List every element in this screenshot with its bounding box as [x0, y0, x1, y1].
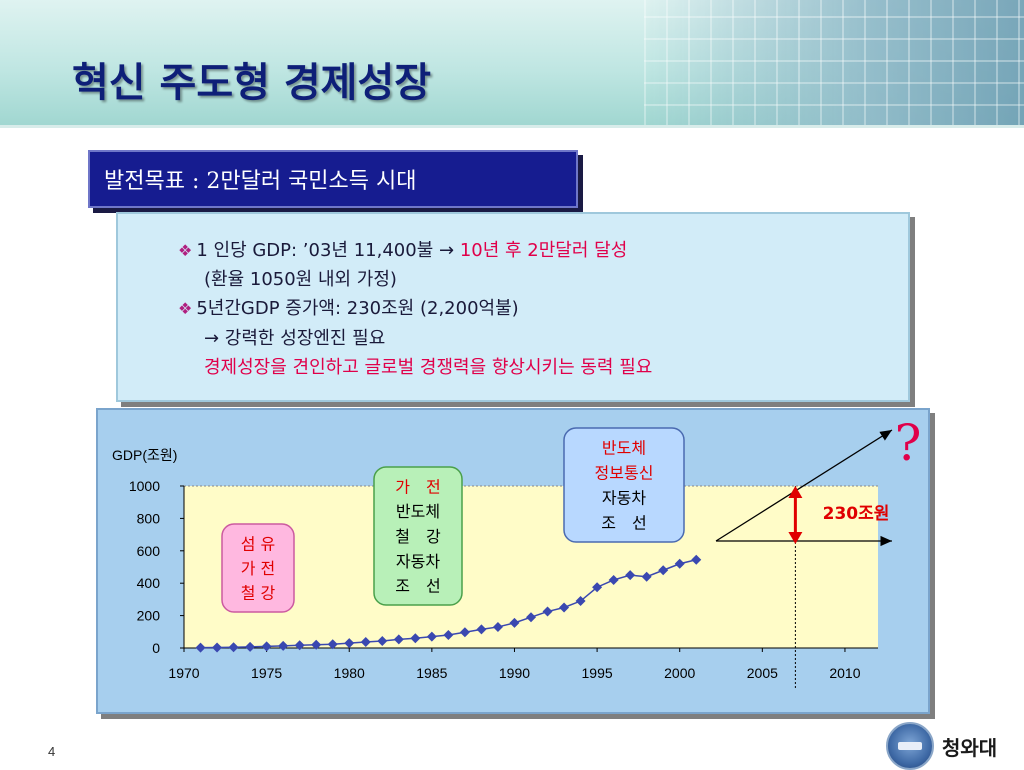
- data-point: [608, 574, 619, 585]
- question-mark: ?: [895, 414, 922, 472]
- data-point: [509, 617, 520, 628]
- data-point: [476, 624, 487, 635]
- header-divider: [0, 125, 1024, 128]
- x-tick-label: 1990: [499, 665, 530, 681]
- data-point: [410, 633, 421, 644]
- era-2000s-label: 자동차: [602, 489, 646, 508]
- data-point: [443, 630, 454, 641]
- era-1980s-label: 조 선: [395, 577, 440, 596]
- x-tick-label: 1975: [251, 665, 282, 681]
- data-point: [344, 638, 355, 649]
- era-1970s-box: [221, 523, 295, 613]
- info-line-1: ❖ 1 인당 GDP: ’03년 11,400불 → 10년 후 2만달러 달성: [178, 236, 627, 262]
- data-point: [674, 558, 685, 569]
- era-1970s-label: 가 전: [241, 559, 276, 578]
- data-point: [393, 634, 404, 645]
- era-1980s-label: 자동차: [396, 552, 440, 571]
- y-axis-label: GDP(조원): [112, 447, 177, 463]
- gap-label: 230조원: [823, 504, 890, 524]
- exchange-rate-note: (환율 1050원 내외 가정): [204, 269, 397, 290]
- era-2000s-label: 정보통신: [595, 464, 654, 483]
- data-point: [426, 631, 437, 642]
- data-point: [195, 642, 206, 653]
- upper-projection-arrow: [715, 429, 893, 542]
- arrow-text: →: [439, 240, 455, 261]
- data-point: [559, 602, 570, 613]
- x-tick-label: 1970: [168, 665, 199, 681]
- diamond-bullet-icon: ❖: [178, 241, 193, 260]
- goal-box: 발전목표 : 2만달러 국민소득 시대: [88, 150, 578, 208]
- header-band: [0, 0, 1024, 128]
- info-line-3: ❖ 5년간GDP 증가액: 230조원 (2,200억불): [178, 294, 519, 320]
- era-1980s-label: 철 강: [395, 527, 441, 546]
- data-point: [658, 565, 669, 576]
- competitiveness-text: 경제성장을 견인하고 글로벌 경쟁력을 향상시키는 동력 필요: [204, 357, 653, 378]
- x-tick-label: 2005: [747, 665, 778, 681]
- x-tick-label: 1980: [334, 665, 365, 681]
- slide-title: 혁신 주도형 경제성장: [72, 59, 432, 106]
- y-tick-label: 0: [152, 640, 160, 656]
- blue-house-emblem-icon: [886, 722, 934, 770]
- data-point: [575, 596, 586, 607]
- y-tick-label: 400: [137, 575, 161, 591]
- era-2000s-label: 반도체: [602, 439, 646, 458]
- data-point: [360, 637, 371, 648]
- y-tick-label: 800: [137, 510, 161, 526]
- goal-text: 발전목표 : 2만달러 국민소득 시대: [104, 169, 417, 194]
- x-tick-label: 2000: [664, 665, 695, 681]
- era-1970s: 섬 유가 전철 강: [221, 523, 295, 613]
- data-point: [261, 641, 272, 652]
- data-point: [212, 642, 223, 653]
- data-point: [592, 582, 603, 593]
- data-point: [526, 612, 536, 623]
- era-1970s-label: 섬 유: [241, 534, 276, 553]
- data-point: [245, 641, 256, 652]
- logo-text: 청와대: [942, 735, 998, 760]
- x-tick-label: 1995: [582, 665, 613, 681]
- gdp-per-capita-text: 1 인당 GDP: ’03년 11,400불: [196, 240, 434, 261]
- data-point: [377, 636, 388, 647]
- data-point: [228, 642, 239, 653]
- page-number: 4: [48, 744, 56, 759]
- growth-engine-text: → 강력한 성장엔진 필요: [204, 328, 386, 349]
- data-point: [459, 627, 470, 638]
- era-2000s-box: [563, 427, 685, 543]
- era-2000s-label: 조 선: [601, 514, 646, 533]
- data-point: [641, 571, 652, 582]
- data-point: [542, 606, 553, 617]
- gap-arrow-up-icon: [788, 486, 803, 498]
- era-1980s-box: [373, 466, 463, 606]
- y-tick-label: 600: [137, 543, 161, 559]
- data-point: [625, 570, 636, 581]
- logo: 청와대: [886, 722, 997, 770]
- goal-target-text: 10년 후 2만달러 달성: [459, 240, 628, 261]
- x-tick-label: 1985: [416, 665, 447, 681]
- data-point: [294, 640, 305, 651]
- gap-arrow-down-icon: [788, 532, 803, 544]
- diamond-bullet-icon: ❖: [178, 299, 193, 318]
- data-point: [492, 621, 503, 632]
- y-tick-label: 200: [137, 608, 161, 624]
- header-decoration: [644, 0, 1024, 128]
- era-1980s-label: 가 전: [395, 477, 440, 496]
- y-tick-label: 1000: [129, 478, 160, 494]
- era-1970s-label: 철 강: [241, 584, 276, 603]
- data-point: [691, 554, 702, 565]
- data-point: [327, 639, 338, 650]
- x-tick-label: 2010: [829, 665, 860, 681]
- info-box: ❖ 1 인당 GDP: ’03년 11,400불 → 10년 후 2만달러 달성 …: [116, 212, 910, 402]
- data-point: [278, 640, 289, 651]
- gdp-increase-text: 5년간GDP 증가액: 230조원 (2,200억불): [196, 298, 519, 319]
- era-1980s-label: 반도체: [396, 502, 440, 521]
- data-point: [311, 639, 322, 650]
